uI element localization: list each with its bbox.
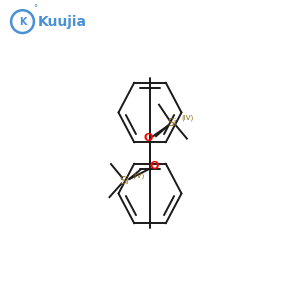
- Text: °: °: [33, 4, 38, 13]
- Text: Si: Si: [120, 176, 129, 186]
- Text: K: K: [19, 16, 26, 27]
- Text: O: O: [149, 161, 159, 171]
- Text: Si: Si: [168, 118, 177, 128]
- Text: Kuujia: Kuujia: [38, 15, 86, 28]
- Text: (IV): (IV): [182, 115, 194, 122]
- Text: (IV): (IV): [132, 173, 144, 179]
- Text: O: O: [144, 133, 153, 143]
